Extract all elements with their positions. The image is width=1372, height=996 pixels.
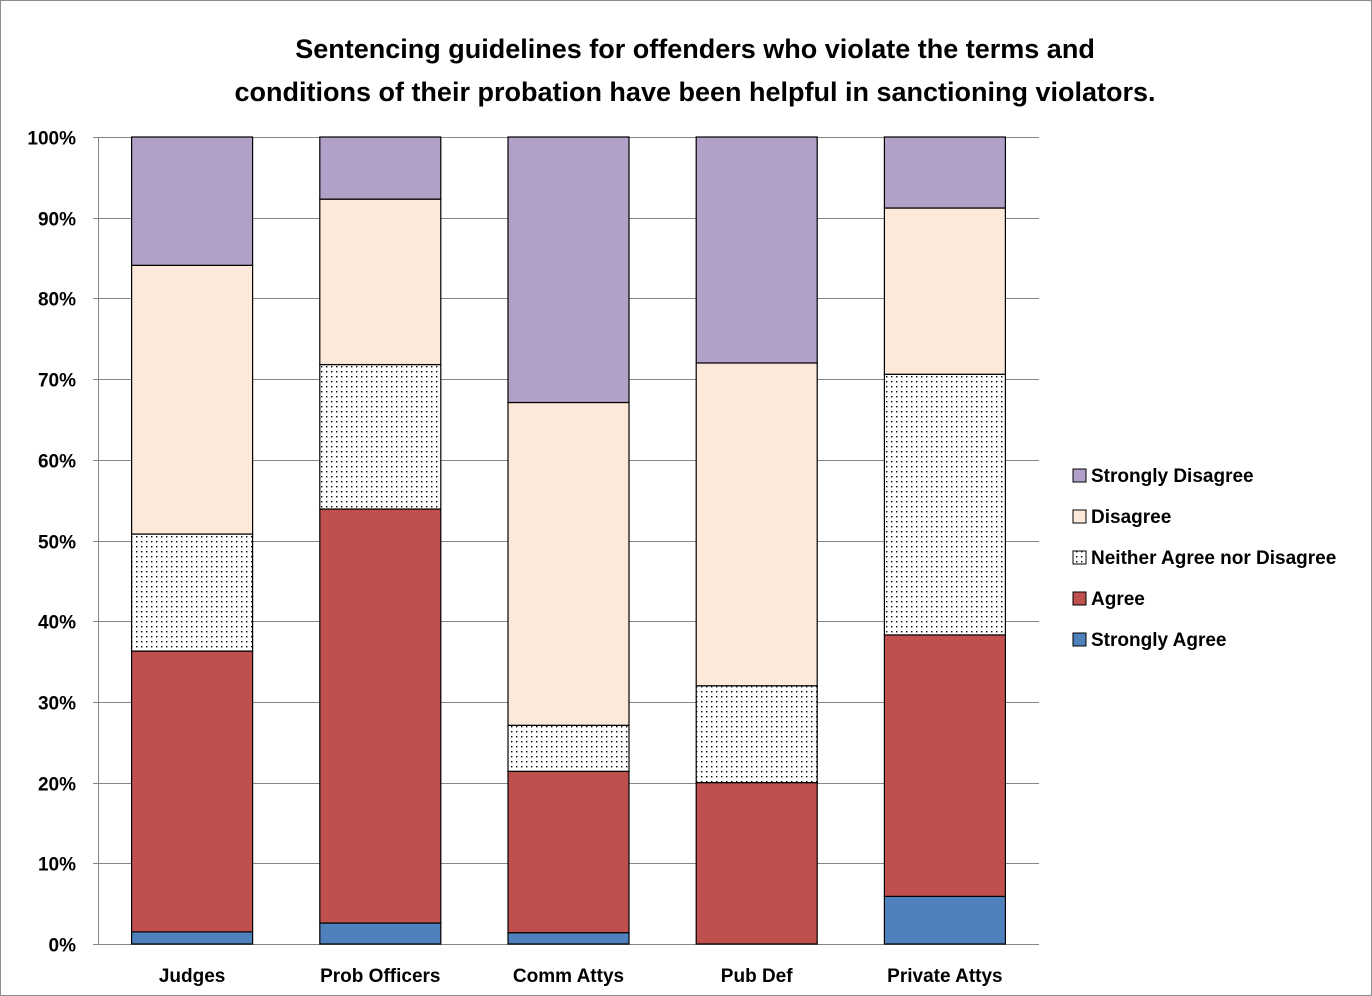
x-tick-label: Private Attys xyxy=(887,966,1002,987)
legend: Strongly Disagree Disagree Neither Agree n… xyxy=(1072,466,1336,651)
legend-swatch xyxy=(1072,591,1087,606)
x-tick-label: Comm Attys xyxy=(513,966,624,987)
y-tick-label: 10% xyxy=(38,855,76,876)
y-tick-label: 100% xyxy=(27,129,76,150)
bar-segment xyxy=(883,634,1007,897)
y-tick-label: 80% xyxy=(38,290,76,311)
x-tick-label: Prob Officers xyxy=(320,966,440,987)
y-axis-ticks: 0% 10% 20% 30% 40% 50% 60% 70% 80% 90% 100% xyxy=(27,129,76,957)
bar-segment xyxy=(883,373,1007,636)
bar-segment xyxy=(131,136,254,266)
bar-segment xyxy=(695,685,818,784)
y-tick-label: 50% xyxy=(38,533,76,554)
x-tick-label: Pub Def xyxy=(721,966,793,987)
bar-segment xyxy=(507,770,630,934)
legend-label: Disagree xyxy=(1091,507,1171,528)
y-tick-label: 70% xyxy=(38,371,76,392)
legend-swatch xyxy=(1072,509,1087,524)
bar-segment xyxy=(695,362,818,687)
bar-segment xyxy=(319,198,442,366)
bar-segment xyxy=(507,136,630,404)
bar-segment xyxy=(319,508,442,924)
bar-segment xyxy=(319,136,442,200)
bar-segment xyxy=(131,533,254,652)
legend-swatch xyxy=(1072,468,1087,483)
bar-segment xyxy=(319,922,442,945)
legend-label: Agree xyxy=(1091,589,1145,610)
legend-label: Strongly Disagree xyxy=(1091,466,1254,487)
legend-swatch xyxy=(1072,550,1087,565)
x-axis-ticks: Judges Prob Officers Comm Attys Pub Def Priv… xyxy=(159,966,1003,987)
legend-swatch xyxy=(1072,632,1087,647)
y-tick-label: 60% xyxy=(38,452,76,473)
y-tick-label: 0% xyxy=(49,936,77,957)
bar-segment xyxy=(131,650,254,933)
bar-segment xyxy=(319,363,442,510)
bar-segment xyxy=(883,207,1007,375)
y-tick-label: 90% xyxy=(38,210,76,231)
y-tick-label: 20% xyxy=(38,775,76,796)
bar-segment xyxy=(507,724,630,772)
bar-segment xyxy=(695,136,818,364)
bar-segment xyxy=(695,781,818,945)
bar-segment xyxy=(131,264,254,535)
bar-segment xyxy=(507,932,630,945)
legend-label: Neither Agree nor Disagree xyxy=(1091,548,1336,569)
legend-label: Strongly Agree xyxy=(1091,630,1227,651)
bars xyxy=(131,136,1007,945)
y-tick-label: 40% xyxy=(38,613,76,634)
x-tick-label: Judges xyxy=(159,966,226,987)
chart-title: Sentencing guidelines for offenders who … xyxy=(234,34,1156,107)
bar-segment xyxy=(883,136,1007,209)
y-tick-label: 30% xyxy=(38,694,76,715)
bar-segment xyxy=(883,895,1007,945)
bar-segment xyxy=(131,931,254,945)
bar-segment xyxy=(507,401,630,726)
